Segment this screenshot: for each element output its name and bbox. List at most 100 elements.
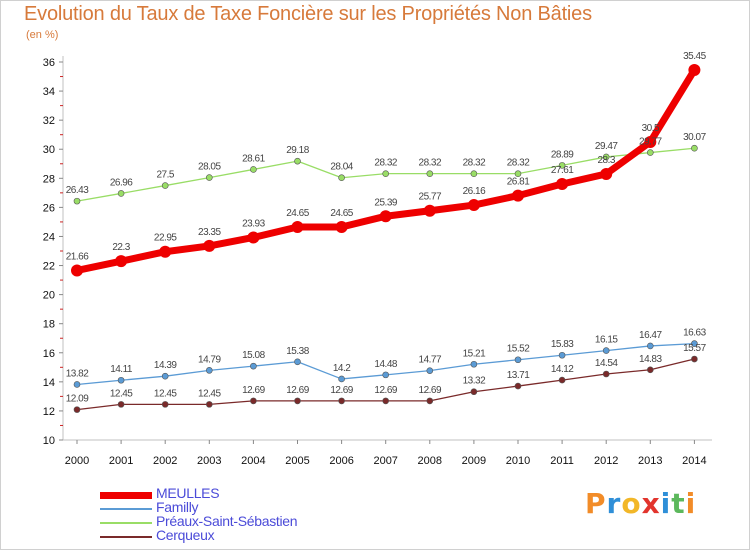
logo-letter: i: [685, 487, 697, 520]
data-label-2: 28.32: [507, 158, 530, 169]
series-point-3: [117, 401, 125, 408]
data-label-3: 12.69: [419, 385, 442, 396]
x-tick-label: 2010: [506, 455, 530, 467]
data-label-3: 12.45: [198, 388, 221, 399]
logo-letter: r: [606, 487, 622, 520]
series-point-3: [514, 382, 522, 390]
legend-swatch: [100, 491, 152, 499]
data-label-1: 16.47: [639, 330, 662, 341]
legend-item: Cerqueux: [100, 527, 360, 543]
series-point-2: [161, 182, 169, 189]
x-tick-label: 2012: [594, 455, 618, 467]
y-tick-label: 30: [43, 144, 55, 156]
data-label-1: 14.11: [110, 364, 133, 375]
logo-letter: i: [660, 487, 672, 520]
series-point-0: [291, 221, 304, 234]
y-tick-label: 32: [43, 115, 55, 127]
data-label-2: 28.32: [419, 158, 442, 169]
data-label-0: 22.3: [112, 242, 130, 253]
series-point-0: [556, 177, 569, 190]
series-point-1: [73, 381, 81, 388]
data-label-0: 26.81: [507, 177, 530, 188]
series-point-0: [335, 221, 348, 234]
y-tick-label: 36: [43, 57, 55, 69]
data-label-0: 24.65: [286, 208, 309, 219]
y-tick-label: 12: [43, 406, 55, 418]
data-label-0: 27.61: [551, 165, 574, 176]
y-tick-label: 14: [43, 377, 55, 389]
logo-letter: o: [621, 487, 642, 520]
legend-label: MEULLES: [156, 485, 220, 501]
series-point-1: [426, 367, 434, 374]
data-label-3: 13.71: [507, 370, 530, 381]
data-label-2: 26.43: [66, 185, 89, 196]
data-label-0: 22.95: [154, 233, 177, 244]
series-point-2: [514, 170, 522, 177]
series-point-1: [602, 347, 610, 354]
data-label-1: 14.77: [419, 355, 442, 366]
series-point-0: [600, 167, 613, 180]
data-label-2: 30.07: [683, 132, 706, 143]
data-label-1: 16.15: [595, 335, 618, 346]
legend-item: Familly: [100, 499, 360, 515]
x-tick-label: 2000: [65, 455, 89, 467]
legend-label: Cerqueux: [156, 527, 215, 543]
series-point-2: [206, 174, 213, 181]
data-label-1: 14.48: [374, 359, 397, 370]
series-point-1: [206, 367, 213, 374]
legend-item: Préaux-Saint-Sébastien: [100, 513, 360, 529]
x-tick-label: 2002: [153, 455, 177, 467]
data-label-2: 28.32: [463, 158, 486, 169]
data-label-2: 29.47: [595, 141, 618, 152]
data-labels-layer: 13.82 14.11 14.39 14.79 15.08 15.38 14.2 14.48 1…: [66, 51, 707, 405]
series-point-0: [644, 135, 657, 148]
data-label-3: 13.32: [463, 376, 486, 387]
data-label-2: 28.89: [551, 149, 574, 160]
series-point-3: [470, 388, 478, 396]
series-point-3: [382, 397, 390, 405]
data-label-1: 15.08: [242, 350, 265, 361]
data-label-3: 15.57: [683, 343, 706, 354]
x-tick-label: 2014: [682, 455, 706, 467]
series-point-0: [159, 245, 172, 258]
series-point-2: [602, 153, 610, 161]
series-point-2: [382, 170, 390, 177]
series-point-0: [71, 264, 83, 277]
y-tick-label: 34: [43, 86, 55, 98]
x-tick-label: 2001: [109, 455, 133, 467]
x-tick-label: 2009: [462, 455, 486, 467]
data-label-2: 28.32: [374, 158, 397, 169]
logo-letter: P: [585, 487, 607, 520]
series-point-1: [161, 372, 169, 380]
legend-swatch: [100, 522, 152, 524]
data-label-3: 12.45: [154, 388, 177, 399]
data-label-1: 15.83: [551, 339, 574, 350]
data-label-3: 12.69: [242, 385, 265, 396]
data-label-0: 23.93: [242, 218, 265, 229]
data-label-2: 28.61: [242, 153, 265, 164]
data-label-3: 12.69: [330, 385, 353, 396]
data-label-0: 24.65: [330, 208, 353, 219]
series-point-3: [250, 397, 257, 405]
series-point-3: [558, 376, 566, 384]
series-point-0: [467, 199, 480, 212]
data-label-0: 28.3: [597, 155, 615, 166]
data-label-0: 35.45: [683, 51, 706, 62]
data-label-2: 29.18: [286, 145, 309, 156]
series-point-1: [646, 342, 654, 350]
x-tick-label: 2004: [241, 455, 265, 467]
data-label-1: 15.38: [286, 346, 309, 357]
legend-swatch: [100, 536, 152, 538]
x-tick-label: 2003: [197, 455, 221, 467]
data-label-1: 15.52: [507, 344, 530, 355]
series-point-1: [558, 351, 566, 359]
series-point-2: [117, 190, 125, 197]
series-point-2: [426, 170, 434, 177]
legend-item: MEULLES: [100, 485, 360, 501]
proxiti-logo: Proxiti: [585, 487, 696, 520]
y-tick-label: 26: [43, 202, 55, 214]
legend-label: Préaux-Saint-Sébastien: [156, 513, 298, 529]
series-point-0: [423, 204, 436, 217]
